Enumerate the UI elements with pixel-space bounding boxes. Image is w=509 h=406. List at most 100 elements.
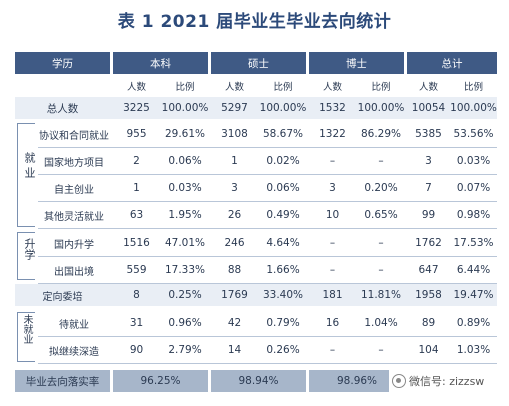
row-divider <box>38 256 497 257</box>
subheader-ratio: 比例 <box>371 82 391 93</box>
row-divider <box>38 174 497 175</box>
table-cell: – <box>329 237 336 249</box>
table-cell: 11.81% <box>360 289 402 301</box>
table-cell: 0.79% <box>266 317 300 329</box>
table-cell: 0.06% <box>168 155 202 167</box>
table-cell: 33.40% <box>262 289 304 301</box>
table-cell: 63 <box>129 209 144 221</box>
table-cell: 0.03% <box>456 155 491 167</box>
table-cell: 1.95% <box>168 209 202 221</box>
row-divider <box>38 228 497 229</box>
table-cell: 58.67% <box>262 128 304 140</box>
table-cell: 8 <box>133 289 140 301</box>
table-cell: 90 <box>129 344 144 356</box>
unemployed-bracket <box>17 312 35 362</box>
row-band <box>15 284 497 306</box>
row-band <box>15 97 497 119</box>
table-cell: 3 <box>231 182 238 194</box>
table-cell: 14 <box>227 344 242 356</box>
row-label: 其他灵活就业 <box>44 211 104 223</box>
table-cell: 53.56% <box>453 128 494 140</box>
table-cell: 19.47% <box>453 289 494 301</box>
total-value: 100.00% <box>450 102 497 114</box>
subheader-count: 人数 <box>322 82 342 93</box>
wechat-icon <box>392 374 406 388</box>
table-cell: 1.66% <box>266 264 300 276</box>
group-label-unemployed-text: 未就业 <box>21 314 32 344</box>
table-cell: – <box>329 344 336 356</box>
table-cell: 86.29% <box>360 128 402 140</box>
table-cell: 5385 <box>415 128 442 140</box>
table-cell: 47.01% <box>164 237 206 249</box>
table-cell: 0.20% <box>364 182 398 194</box>
rate-doctor: 98.96% <box>309 370 389 392</box>
table-cell: 3108 <box>221 128 248 140</box>
table-cell: 99 <box>421 209 436 221</box>
subheader-count: 人数 <box>224 82 244 93</box>
subheader-ratio: 比例 <box>273 82 293 93</box>
row-divider <box>38 336 497 337</box>
rate-label: 毕业去向落实率 <box>15 370 110 392</box>
table-cell: 3 <box>425 155 432 167</box>
table-cell: 1322 <box>319 128 346 140</box>
table-cell: 559 <box>126 264 147 276</box>
group-label-unemployed: 未就业 <box>19 314 33 344</box>
table-cell: 0.25% <box>168 289 202 301</box>
row-label: 待就业 <box>59 319 89 331</box>
watermark-text: 微信号: zizzsw <box>409 375 485 388</box>
rate-bachelor: 96.25% <box>113 370 208 392</box>
table-cell: 104 <box>418 344 439 356</box>
table-cell: 6.44% <box>456 264 491 276</box>
table-cell: 1 <box>231 155 238 167</box>
table-cell: 1958 <box>415 289 442 301</box>
group-label-further-text: 升学 <box>23 238 36 260</box>
header-doctor: 博士 <box>309 52 404 74</box>
row-label: 国家地方项目 <box>44 157 104 169</box>
table-cell: – <box>378 237 384 249</box>
subheader-ratio: 比例 <box>463 82 483 93</box>
table-cell: – <box>378 344 384 356</box>
table-cell: 1769 <box>221 289 248 301</box>
table-cell: 0.03% <box>168 182 202 194</box>
table-cell: 2.79% <box>168 344 202 356</box>
total-value: 5297 <box>221 102 248 114</box>
row-label: 自主创业 <box>54 184 94 196</box>
header-bachelor: 本科 <box>113 52 208 74</box>
table-cell: 89 <box>421 317 436 329</box>
table-cell: 26 <box>227 209 242 221</box>
table-cell: 0.02% <box>266 155 300 167</box>
total-value: 1532 <box>319 102 346 114</box>
table-cell: 246 <box>224 237 245 249</box>
table-cell: 10 <box>325 209 340 221</box>
employment-bracket <box>17 123 35 227</box>
total-value: 100.00% <box>259 102 307 114</box>
total-value: 10054 <box>411 102 446 114</box>
group-label-further: 升学 <box>19 238 36 260</box>
table-cell: 1516 <box>123 237 150 249</box>
row-label: 定向委培 <box>42 291 83 303</box>
table-cell: – <box>378 264 384 276</box>
total-value: 100.00% <box>161 102 209 114</box>
table-cell: 4.64% <box>266 237 300 249</box>
further-bracket <box>17 232 35 280</box>
header-master: 硕士 <box>211 52 306 74</box>
total-value: 3225 <box>123 102 150 114</box>
table-cell: 955 <box>126 128 147 140</box>
group-label-employment: 就业 <box>19 152 36 182</box>
table-cell: 7 <box>425 182 432 194</box>
watermark: 微信号: zizzsw <box>392 373 484 389</box>
table-cell: 0.89% <box>456 317 491 329</box>
table-cell: 2 <box>133 155 140 167</box>
row-divider <box>38 283 497 284</box>
table-cell: 1.03% <box>456 344 491 356</box>
table-cell: 0.07% <box>456 182 491 194</box>
group-label-employment-text: 就业 <box>23 152 36 182</box>
table-cell: 16 <box>325 317 340 329</box>
table-cell: 0.65% <box>364 209 398 221</box>
total-value: 100.00% <box>357 102 405 114</box>
header-education: 学历 <box>15 52 110 74</box>
table-cell: 88 <box>227 264 242 276</box>
row-divider <box>38 201 497 202</box>
table-cell: 29.61% <box>164 128 206 140</box>
total-row-label: 总人数 <box>46 102 79 115</box>
